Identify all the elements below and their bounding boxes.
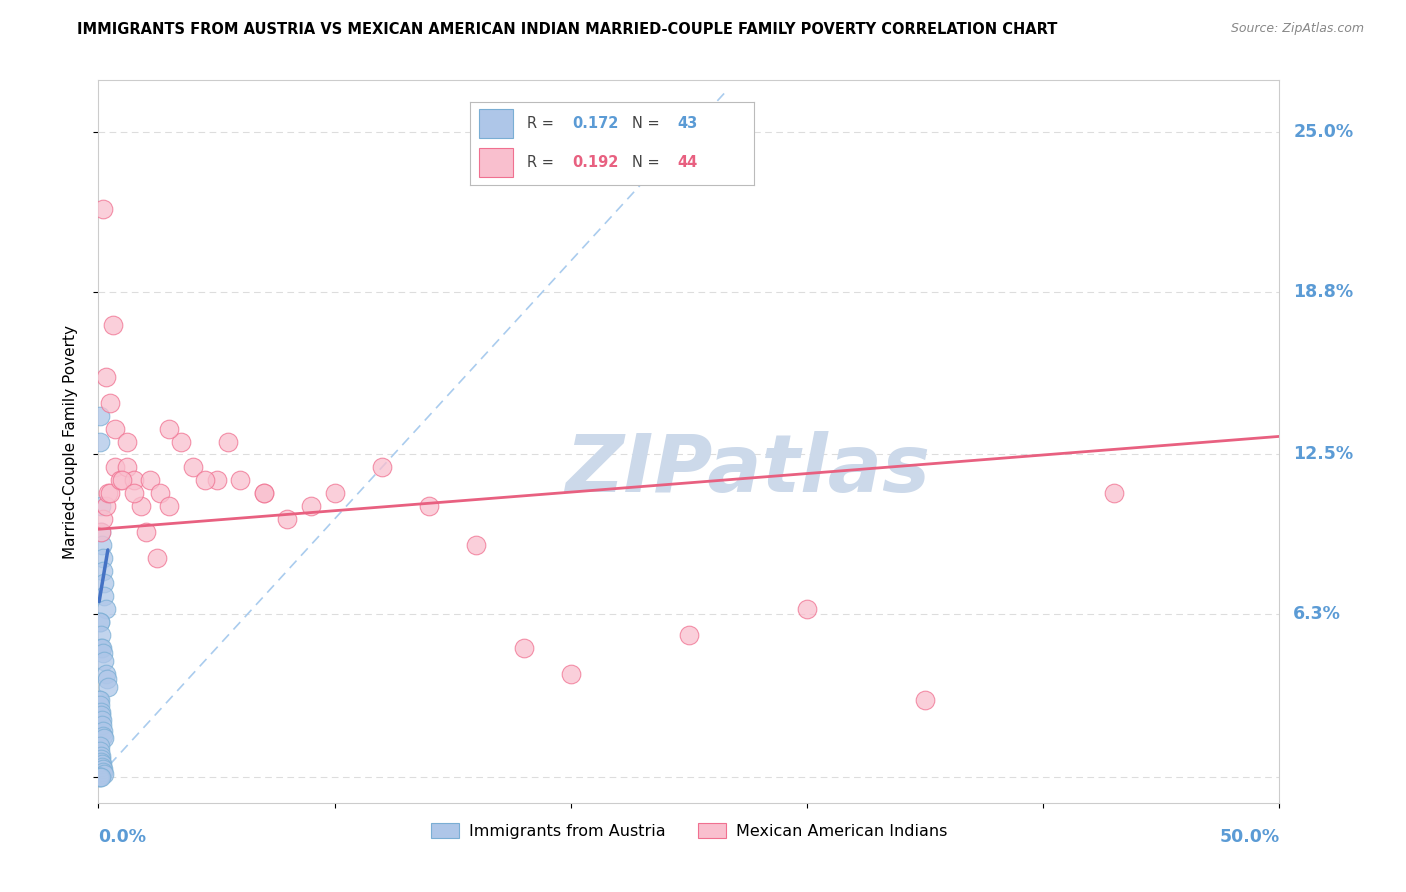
Point (89, 770, 111, 784)
Point (115, 460, 138, 475)
Point (149, 486, 172, 500)
Text: Source: ZipAtlas.com: Source: ZipAtlas.com (1230, 22, 1364, 36)
Point (90, 708, 112, 723)
Point (418, 499, 440, 513)
Point (93, 590, 115, 604)
Point (122, 473, 145, 487)
Point (91, 512, 114, 526)
Point (91, 564, 114, 578)
Point (560, 666, 582, 681)
Point (91, 729, 114, 743)
Point (89, 615, 111, 630)
Point (89, 434, 111, 449)
Point (90, 524, 112, 539)
Point (90, 713, 112, 727)
Point (89, 770, 111, 784)
Point (90, 499, 112, 513)
Point (91, 760, 114, 774)
Legend: Immigrants from Austria, Mexican American Indians: Immigrants from Austria, Mexican America… (425, 816, 953, 846)
Point (229, 473, 252, 487)
Point (93, 731, 115, 746)
Point (91, 718, 114, 732)
Point (93, 764, 115, 779)
Point (91, 202, 114, 217)
Point (91, 757, 114, 772)
Point (97, 680, 120, 694)
Point (129, 499, 152, 513)
Point (465, 538, 488, 552)
Point (94, 499, 117, 513)
Point (98, 396, 121, 410)
Point (94, 666, 117, 681)
Point (276, 512, 298, 526)
Text: IMMIGRANTS FROM AUSTRIA VS MEXICAN AMERICAN INDIAN MARRIED-COUPLE FAMILY POVERTY: IMMIGRANTS FROM AUSTRIA VS MEXICAN AMERI… (77, 22, 1057, 37)
Point (115, 434, 138, 449)
Text: 50.0%: 50.0% (1219, 828, 1279, 846)
Y-axis label: Married-Couple Family Poverty: Married-Couple Family Poverty (63, 325, 77, 558)
Point (323, 486, 346, 500)
Point (157, 422, 180, 436)
Point (170, 434, 193, 449)
Point (678, 628, 700, 642)
Point (796, 602, 818, 616)
Point (108, 473, 131, 487)
Point (122, 486, 145, 500)
Point (371, 460, 394, 475)
Point (93, 654, 115, 668)
Point (89, 692, 111, 706)
Point (91, 723, 114, 738)
Point (89, 692, 111, 706)
Point (91, 550, 114, 565)
Point (98, 486, 121, 500)
Text: 0.0%: 0.0% (98, 828, 146, 846)
Point (93, 767, 115, 781)
Point (90, 628, 112, 642)
Text: 6.3%: 6.3% (1294, 606, 1341, 624)
Point (91, 646, 114, 660)
Point (181, 460, 204, 475)
Point (91, 640, 114, 655)
Point (90, 770, 112, 784)
Point (91, 762, 114, 776)
Point (157, 499, 180, 513)
Text: ZIPatlas: ZIPatlas (565, 432, 931, 509)
Point (94, 602, 117, 616)
Point (205, 473, 228, 487)
Point (90, 640, 112, 655)
Point (89, 409, 111, 423)
Point (101, 318, 124, 333)
Text: 25.0%: 25.0% (1294, 123, 1354, 141)
Point (94, 370, 117, 384)
Point (194, 473, 217, 487)
Point (96, 672, 118, 686)
Point (90, 524, 112, 539)
Point (90, 749, 112, 764)
Point (146, 550, 169, 565)
Point (1102, 486, 1125, 500)
Point (135, 524, 157, 539)
Point (93, 576, 115, 591)
Point (89, 615, 111, 630)
Point (97, 486, 120, 500)
Point (299, 499, 322, 513)
Point (91, 538, 114, 552)
Point (104, 460, 127, 475)
Point (512, 640, 534, 655)
Point (104, 422, 127, 436)
Text: 12.5%: 12.5% (1294, 445, 1354, 464)
Point (217, 434, 239, 449)
Point (89, 739, 111, 753)
Point (111, 473, 134, 487)
Point (914, 692, 936, 706)
Point (253, 486, 276, 500)
Point (89, 744, 111, 758)
Point (253, 486, 276, 500)
Point (89, 698, 111, 712)
Point (139, 473, 162, 487)
Point (90, 706, 112, 720)
Point (90, 752, 112, 766)
Text: 18.8%: 18.8% (1294, 283, 1354, 301)
Point (90, 755, 112, 769)
